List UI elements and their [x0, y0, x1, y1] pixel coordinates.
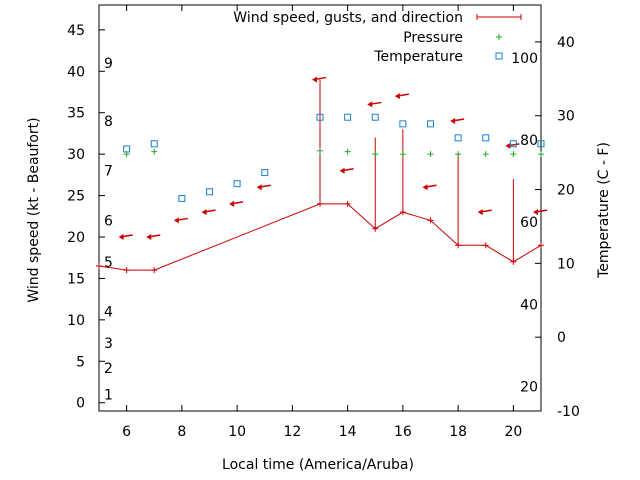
- y-axis-right-ticks: -10 0 10 20 30 40: [535, 35, 580, 420]
- wind-series: [96, 76, 548, 274]
- x-tick-label: 18: [449, 424, 467, 440]
- wind-direction-arrowhead: [146, 234, 152, 240]
- legend-temperature-swatch: [495, 52, 503, 60]
- fahrenheit-scale-labels: 20 40 60 80 100: [511, 51, 538, 395]
- wind-direction-arrowhead: [118, 234, 124, 240]
- wind-direction-arrowhead: [312, 76, 317, 83]
- temperature-point: [371, 113, 379, 121]
- y-left-tick-label: 15: [67, 271, 85, 287]
- beaufort-label: 6: [104, 213, 113, 229]
- beaufort-scale-labels: 1 2 3 4 5 6 7 8 9: [104, 56, 113, 403]
- legend-label: Pressure: [403, 30, 463, 46]
- wind-direction-arrowhead: [533, 209, 538, 216]
- x-tick-label: 12: [283, 424, 301, 440]
- y-left-tick-label: 10: [67, 313, 85, 329]
- plot-border: [98, 4, 542, 412]
- temperature-point: [123, 145, 131, 153]
- beaufort-label: 5: [104, 255, 113, 271]
- x-tick-label: 14: [339, 424, 357, 440]
- beaufort-label: 3: [104, 336, 113, 352]
- y-right-tick-label: 10: [557, 256, 575, 272]
- y-axis-left-ticks: 0 5 10 15 20 25 30 35 40 45: [67, 23, 105, 412]
- temperature-point: [482, 134, 490, 142]
- x-tick-label: 10: [228, 424, 246, 440]
- wind-direction-arrowhead: [505, 142, 511, 149]
- x-axis-label: Local time (America/Aruba): [222, 457, 414, 473]
- plot-frame: [98, 4, 542, 412]
- fahrenheit-label: 80: [520, 133, 538, 149]
- x-tick-label: 16: [394, 424, 412, 440]
- legend-label: Wind speed, gusts, and direction: [233, 10, 463, 26]
- beaufort-label: 2: [104, 361, 113, 377]
- wind-direction-arrowhead: [422, 184, 428, 191]
- wind-direction-arrowhead: [229, 200, 235, 207]
- pressure-series: [123, 147, 544, 158]
- legend-label: Temperature: [373, 49, 463, 65]
- x-tick-label: 8: [177, 424, 186, 440]
- wind-direction-arrowhead: [477, 209, 483, 216]
- temperature-point: [316, 113, 324, 121]
- temperature-series: [123, 113, 545, 202]
- temperature-point: [206, 188, 213, 196]
- temperature-point: [399, 120, 407, 128]
- temperature-point: [454, 134, 462, 142]
- y-axis-right-label: Temperature (C - F): [596, 142, 612, 279]
- temperature-point: [344, 113, 352, 121]
- fahrenheit-label: 60: [520, 215, 538, 231]
- temperature-point: [261, 169, 269, 177]
- fahrenheit-label: 20: [520, 380, 538, 396]
- y-left-tick-label: 25: [67, 189, 85, 205]
- y-left-tick-label: 40: [67, 64, 85, 80]
- beaufort-label: 1: [104, 387, 113, 403]
- y-left-tick-label: 30: [67, 147, 85, 163]
- fahrenheit-label: 100: [511, 51, 538, 67]
- temperature-point: [150, 140, 158, 148]
- y-left-tick-label: 0: [76, 396, 85, 412]
- y-right-tick-label: 20: [557, 183, 575, 199]
- wind-direction-arrowhead: [367, 101, 373, 108]
- wind-direction-arrowhead: [201, 209, 207, 216]
- y-right-tick-label: 0: [557, 330, 566, 346]
- y-right-tick-label: 30: [557, 109, 575, 125]
- temperature-point: [233, 180, 241, 188]
- wind-direction-arrowhead: [450, 118, 456, 124]
- temperature-point: [537, 140, 545, 148]
- legend: Wind speed, gusts, and direction Pressure…: [233, 10, 522, 65]
- y-right-tick-label: 40: [557, 35, 575, 51]
- wind-speed-line: [98, 203, 542, 271]
- beaufort-label: 4: [104, 305, 113, 321]
- beaufort-label: 9: [104, 56, 113, 72]
- fahrenheit-label: 40: [520, 298, 538, 314]
- y-axis-left-label: Wind speed (kt - Beaufort): [26, 117, 42, 302]
- wind-direction-arrowhead: [394, 93, 400, 100]
- y-left-tick-label: 45: [67, 23, 85, 39]
- y-left-tick-label: 20: [67, 230, 85, 246]
- beaufort-label: 8: [104, 114, 113, 130]
- beaufort-label: 7: [104, 164, 113, 180]
- y-right-tick-label: -10: [557, 404, 580, 420]
- temperature-point: [509, 140, 517, 148]
- x-tick-label: 6: [122, 424, 131, 440]
- wind-direction-arrowhead: [339, 167, 345, 174]
- wind-direction-arrowhead: [256, 184, 262, 191]
- temperature-point: [178, 194, 186, 202]
- y-left-tick-label: 35: [67, 106, 85, 122]
- x-axis-ticks: 6 8 10 12 14 16 18 20: [122, 5, 522, 440]
- temperature-point: [427, 120, 434, 128]
- y-left-tick-label: 5: [76, 354, 85, 370]
- wind-direction-arrowhead: [173, 217, 179, 224]
- x-tick-label: 20: [504, 424, 522, 440]
